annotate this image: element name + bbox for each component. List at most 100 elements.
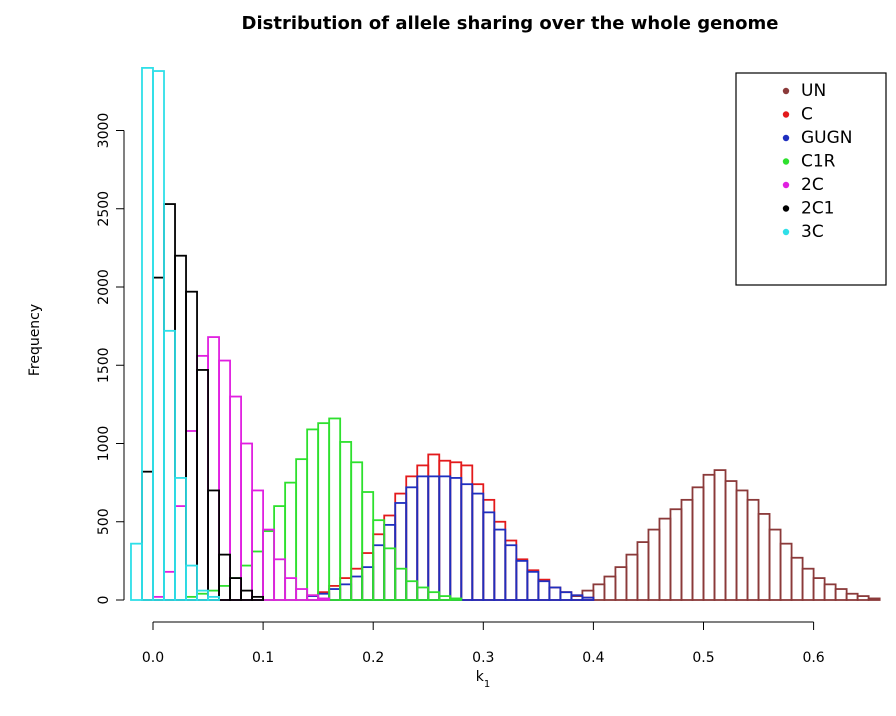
y-axis: 0 500 1000 1500 2000 2500 3000	[96, 113, 125, 604]
histogram-bar	[196, 592, 209, 601]
legend-label: GUGN	[801, 128, 853, 148]
histogram-bar	[273, 505, 287, 601]
histogram-bar	[427, 591, 441, 601]
histogram-bar	[284, 481, 298, 601]
histogram-bar	[339, 583, 353, 601]
histogram-bar	[163, 570, 176, 601]
histogram-bar	[185, 290, 198, 601]
y-tick-label: 500	[96, 508, 112, 535]
x-tick-label: 0.3	[472, 650, 494, 666]
histogram-bar	[207, 489, 220, 601]
histogram-bar	[449, 477, 463, 601]
histogram-bar	[196, 354, 209, 601]
histogram-bar	[317, 422, 331, 601]
histogram-bar	[372, 519, 386, 601]
legend-item-gugn: GUGN	[782, 128, 853, 148]
histogram-bar	[240, 442, 253, 601]
histogram-bar	[834, 588, 848, 601]
legend: UN C GUGN C1R 2C 2C1 3C	[735, 72, 887, 286]
histogram-bar	[295, 458, 309, 601]
x-tick-label: 0.5	[692, 650, 714, 666]
histogram-bar	[647, 528, 661, 601]
legend-marker	[782, 181, 790, 189]
histogram-bar	[669, 508, 683, 601]
y-tick-label: 2000	[96, 269, 112, 305]
y-tick-label: 1500	[96, 347, 112, 383]
histogram-bar	[867, 597, 881, 601]
histogram-bar	[548, 586, 562, 601]
x-tick-label: 0.1	[252, 650, 274, 666]
histogram-bar	[174, 505, 187, 601]
histogram-bar	[845, 592, 859, 601]
histogram-bar	[493, 528, 507, 601]
histogram-bar	[251, 595, 264, 601]
series-2c-bars	[152, 336, 331, 601]
histogram-bar	[251, 550, 264, 601]
histogram-bar	[284, 577, 298, 601]
histogram-bar	[746, 498, 760, 601]
histogram-bar	[515, 558, 529, 601]
histogram-bar	[449, 461, 463, 601]
histogram-bar	[537, 580, 551, 601]
histogram-bar	[207, 595, 220, 601]
histogram-bar	[339, 441, 353, 601]
histogram-bar	[537, 578, 551, 601]
histogram-bar	[196, 369, 209, 601]
histogram-bar	[427, 475, 441, 601]
histogram-bar	[394, 502, 408, 601]
legend-marker	[782, 205, 790, 212]
histogram-bar	[295, 588, 309, 601]
histogram-bar	[416, 475, 430, 601]
histogram-bar	[328, 588, 342, 601]
histogram-bar	[229, 395, 242, 601]
x-tick-label: 0.4	[582, 650, 604, 666]
histogram-bar	[482, 511, 496, 601]
histogram-bar	[185, 430, 198, 601]
histogram-bar	[416, 464, 430, 601]
histogram-bar	[328, 585, 342, 601]
x-axis: 0.0 0.1 0.2 0.3 0.4 0.5 0.6	[142, 621, 825, 666]
histogram-bar	[240, 564, 253, 601]
histogram-bar	[581, 596, 595, 601]
histogram-bar	[592, 583, 606, 601]
histogram-bar	[636, 541, 650, 601]
series-gugn-bars	[306, 475, 595, 601]
legend-item-c1r: C1R	[782, 152, 836, 172]
histogram-bar	[812, 577, 826, 601]
histogram-bar	[350, 567, 364, 601]
histogram-bar	[405, 486, 419, 601]
histogram-bar	[163, 329, 176, 601]
histogram-bar	[152, 70, 165, 601]
histogram-bar	[438, 459, 452, 601]
histogram-bar	[372, 533, 386, 601]
histogram-bar	[218, 359, 231, 601]
legend-label: UN	[801, 81, 826, 101]
series-c1r-bars	[185, 417, 463, 601]
histogram-bar	[163, 203, 176, 601]
histogram-bar	[218, 585, 231, 601]
y-tick-label: 2500	[96, 191, 112, 227]
histogram-bar	[680, 498, 694, 601]
histogram-bar	[273, 558, 287, 601]
histogram-bar	[383, 547, 397, 601]
histogram-bar	[460, 464, 474, 601]
histogram-bar	[251, 489, 264, 601]
histogram-bar	[262, 528, 276, 601]
x-axis-label-subscript: 1	[484, 679, 490, 690]
y-axis-label: Frequency	[27, 304, 43, 376]
histogram-bar	[174, 477, 187, 601]
series-un-bars	[570, 469, 881, 601]
y-tick-label: 1000	[96, 426, 112, 462]
x-tick-label: 0.6	[802, 650, 824, 666]
histogram-bar	[493, 520, 507, 601]
x-tick-label: 0.2	[362, 650, 384, 666]
histogram-bar	[339, 577, 353, 601]
histogram-bar	[460, 483, 474, 601]
histogram-bar	[372, 544, 386, 601]
histogram-bar	[603, 575, 617, 601]
x-tick-label: 0.0	[142, 650, 164, 666]
legend-label: 3C	[801, 222, 824, 242]
y-tick-label: 3000	[96, 113, 112, 149]
histogram-bar	[449, 597, 463, 601]
histogram-bar	[207, 589, 220, 601]
